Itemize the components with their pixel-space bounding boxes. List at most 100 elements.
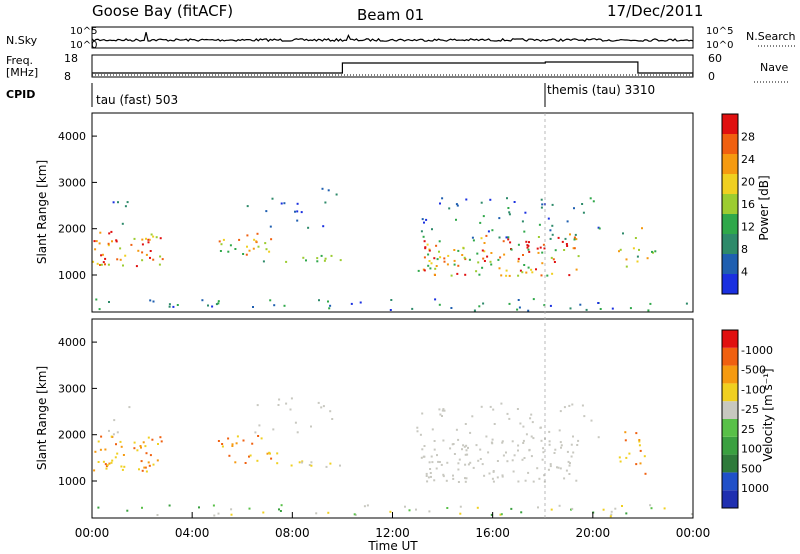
echo-cell xyxy=(539,426,542,429)
echo-cell xyxy=(449,447,452,450)
echo-cell xyxy=(480,237,483,240)
echo-cell xyxy=(597,302,600,304)
echo-cell xyxy=(445,479,448,482)
echo-cell xyxy=(278,508,280,511)
colorbar-tick-label: 25 xyxy=(741,423,755,436)
x-tick-label: 00:00 xyxy=(75,526,110,540)
echo-cell xyxy=(244,462,247,464)
echo-cell xyxy=(537,236,540,238)
velocity-y-ticks: 1000 2000 3000 4000 xyxy=(58,336,97,488)
x-tick-label: 12:00 xyxy=(375,526,410,540)
colorbar-frame xyxy=(721,329,739,509)
echo-cell xyxy=(168,504,171,507)
echo-cell xyxy=(447,254,450,257)
echo-cell xyxy=(560,444,563,447)
echo-cell xyxy=(541,262,544,265)
echo-cell xyxy=(133,441,136,444)
echo-cell xyxy=(540,274,543,277)
colorbar-tick-label: -100 xyxy=(741,383,766,396)
echo-cell xyxy=(550,508,553,511)
echo-cell xyxy=(141,251,144,254)
echo-cell xyxy=(198,506,200,509)
nave-tick-top: 60 xyxy=(708,52,722,65)
echo-cell xyxy=(573,207,575,210)
echo-cell xyxy=(565,243,568,245)
echo-cell xyxy=(339,259,342,262)
echo-cell xyxy=(111,240,113,243)
echo-cell xyxy=(425,472,428,475)
echo-cell xyxy=(236,435,239,438)
echo-cell xyxy=(450,307,453,309)
echo-cell xyxy=(524,479,527,482)
echo-cell xyxy=(549,229,552,232)
echo-cell xyxy=(526,246,529,249)
colorbar-tick-label: 24 xyxy=(741,153,755,166)
echo-cell xyxy=(265,210,268,213)
echo-cell xyxy=(152,300,155,303)
echo-cell xyxy=(141,238,144,241)
echo-cell xyxy=(569,307,572,310)
echo-cell xyxy=(582,211,585,214)
echo-cell xyxy=(527,266,530,269)
echo-cell xyxy=(517,243,520,246)
echo-cell xyxy=(493,423,496,425)
echo-cell xyxy=(532,480,535,483)
echo-cell xyxy=(599,308,602,310)
echo-cell xyxy=(647,309,650,312)
echo-cell xyxy=(290,464,293,467)
echo-cell xyxy=(510,248,513,251)
echo-cell xyxy=(325,465,328,468)
colorbar-swatch xyxy=(722,174,738,194)
echo-cell xyxy=(539,246,542,249)
echo-cell xyxy=(517,444,520,447)
echo-cell xyxy=(301,460,304,463)
echo-cell xyxy=(530,455,533,458)
echo-cell xyxy=(290,397,293,400)
echo-cell xyxy=(270,238,273,241)
echo-cell xyxy=(320,406,323,409)
echo-cell xyxy=(441,197,444,200)
echo-cell xyxy=(145,470,148,473)
echo-cell xyxy=(266,452,269,455)
echo-cell xyxy=(537,251,540,254)
echo-cell xyxy=(572,247,575,250)
velocity-heatmap-cells xyxy=(93,397,693,518)
echo-cell xyxy=(323,259,326,262)
echo-cell xyxy=(489,405,492,408)
echo-cell xyxy=(536,467,539,470)
echo-cell xyxy=(482,215,485,218)
echo-cell xyxy=(115,239,118,242)
echo-cell xyxy=(585,308,588,311)
echo-cell xyxy=(133,237,136,240)
echo-cell xyxy=(101,253,104,256)
colorbar-tick-label: -500 xyxy=(741,364,766,377)
echo-cell xyxy=(550,256,553,259)
nsky-strip-frame xyxy=(91,26,694,49)
echo-cell xyxy=(433,479,436,482)
echo-cell xyxy=(433,273,436,276)
echo-cell xyxy=(116,431,119,434)
echo-cell xyxy=(310,461,313,464)
echo-cell xyxy=(464,453,467,456)
echo-cell xyxy=(442,408,445,411)
colorbar-swatch xyxy=(722,214,738,234)
echo-cell xyxy=(308,464,311,466)
echo-cell xyxy=(411,307,414,310)
echo-cell xyxy=(141,259,144,262)
echo-cell xyxy=(492,480,495,483)
echo-cell xyxy=(530,435,533,438)
echo-cell xyxy=(461,448,463,451)
echo-cell xyxy=(265,248,268,251)
echo-cell xyxy=(517,480,520,483)
echo-cell xyxy=(97,461,100,463)
echo-cell xyxy=(126,201,129,204)
echo-cell xyxy=(252,247,255,250)
echo-cell xyxy=(219,250,222,252)
station-title: Goose Bay (fitACF) xyxy=(92,2,233,20)
echo-cell xyxy=(269,299,272,302)
colorbar-tick-label: 100 xyxy=(741,443,762,456)
echo-cell xyxy=(110,461,113,464)
echo-cell xyxy=(423,256,426,259)
echo-cell xyxy=(140,446,142,449)
echo-cell xyxy=(99,264,101,266)
